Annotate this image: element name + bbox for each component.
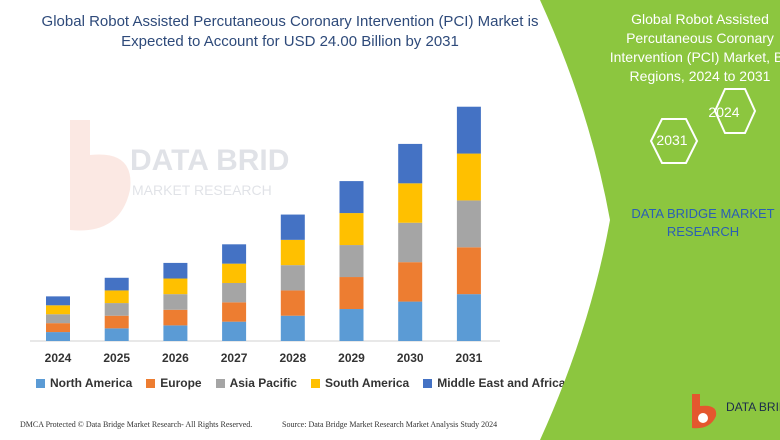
- bar-2030-series-4: [398, 143, 423, 184]
- x-tick-label: 2031: [456, 351, 483, 365]
- chart-title: Global Robot Assisted Percutaneous Coron…: [41, 13, 539, 50]
- hexagon-2031-label: 2031: [656, 132, 688, 148]
- footer-source: Source: Data Bridge Market Research Mark…: [282, 420, 498, 429]
- x-tick-label: 2026: [162, 351, 189, 365]
- legend-swatch: [423, 378, 433, 388]
- bar-2025-series-2: [104, 303, 129, 316]
- legend-swatch: [215, 378, 225, 388]
- bars-group: [46, 106, 481, 341]
- bar-2030-series-2: [398, 222, 423, 263]
- bar-2027-series-2: [222, 282, 247, 303]
- watermark-logo: DATA BRIDGE MARKET RESEARCH: [70, 120, 290, 231]
- bar-2027-series-1: [222, 302, 247, 322]
- legend-label: Asia Pacific: [229, 376, 297, 390]
- x-tick-labels: 2024 2025 2026 2027 2028 2029 2030 2031: [45, 351, 483, 365]
- bar-2028-series-4: [280, 214, 305, 240]
- bar-2024-series-0: [46, 332, 70, 341]
- bar-2025-series-4: [104, 277, 129, 291]
- x-tick-label: 2030: [397, 351, 424, 365]
- bar-2029-series-0: [339, 309, 364, 341]
- bar-2025-series-1: [104, 315, 129, 329]
- legend-label: Middle East and Africa: [437, 376, 566, 390]
- bar-2027-series-0: [222, 321, 247, 341]
- watermark-line1: DATA BRIDGE: [130, 144, 290, 177]
- data-bridge-logo-icon: [692, 394, 717, 429]
- bar-2031-series-4: [456, 106, 481, 154]
- legend-item: Europe: [146, 376, 202, 390]
- bar-2031-series-3: [456, 153, 481, 201]
- bar-2030-series-0: [398, 301, 423, 341]
- legend-item: North America: [36, 376, 132, 390]
- legend-item: Middle East and Africa: [423, 376, 565, 390]
- side-panel: [540, 0, 780, 440]
- stacked-bar-chart: 2024 2025 2026 2027 2028 2029 2030 2031: [30, 106, 500, 365]
- watermark-line2: MARKET RESEARCH: [132, 182, 272, 198]
- legend-label: North America: [50, 376, 133, 390]
- legend: North America Europe Asia Pacific South Ame…: [36, 376, 565, 390]
- bar-2026-series-2: [163, 294, 188, 310]
- side-panel-brand: DATA BRIDGE MARKET RESEARCH: [631, 206, 775, 239]
- x-tick-label: 2027: [221, 351, 248, 365]
- hexagon-2024-label: 2024: [708, 104, 740, 120]
- legend-label: South America: [324, 376, 410, 390]
- bar-2028-series-1: [280, 290, 305, 316]
- bar-2026-series-1: [163, 309, 188, 326]
- legend-item: Asia Pacific: [215, 376, 297, 390]
- legend-swatch: [310, 378, 320, 388]
- bar-2028-series-3: [280, 239, 305, 266]
- bar-2031-series-1: [456, 247, 481, 295]
- bar-2031-series-0: [456, 294, 481, 341]
- bar-2027-series-4: [222, 244, 247, 264]
- legend-swatch: [146, 378, 156, 388]
- side-panel-title: Global Robot Assisted Percutaneous Coron…: [609, 11, 780, 84]
- bar-2029-series-4: [339, 181, 364, 214]
- x-tick-label: 2025: [103, 351, 130, 365]
- bar-2029-series-1: [339, 277, 364, 310]
- bar-2027-series-3: [222, 263, 247, 283]
- bar-2026-series-4: [163, 262, 188, 279]
- bar-2025-series-0: [104, 328, 129, 341]
- legend-swatch: [36, 378, 45, 388]
- hexagon-2024: [713, 88, 757, 134]
- bar-2030-series-3: [398, 183, 423, 223]
- legend-item: South America: [310, 376, 410, 390]
- bar-2029-series-3: [339, 213, 364, 246]
- bar-2024-series-2: [46, 314, 70, 324]
- bar-2024-series-1: [46, 323, 70, 333]
- bar-2031-series-2: [456, 200, 481, 248]
- bar-2030-series-1: [398, 262, 423, 302]
- bar-2025-series-3: [104, 290, 129, 304]
- bar-2026-series-3: [163, 278, 188, 295]
- x-tick-label: 2028: [279, 351, 306, 365]
- bar-2028-series-0: [280, 315, 305, 341]
- hexagon-2031: [649, 118, 699, 164]
- bar-2024-series-3: [46, 305, 70, 315]
- legend-label: Europe: [160, 376, 202, 390]
- bar-2028-series-2: [280, 265, 305, 291]
- logo-text: DATA BRIDGE: [726, 400, 780, 414]
- bar-2024-series-4: [46, 296, 70, 306]
- bar-2029-series-2: [339, 245, 364, 278]
- x-tick-label: 2024: [45, 351, 72, 365]
- x-tick-label: 2029: [338, 351, 365, 365]
- footer-copyright: DMCA Protected © Data Bridge Market Rese…: [20, 420, 253, 429]
- bar-2026-series-0: [163, 325, 188, 341]
